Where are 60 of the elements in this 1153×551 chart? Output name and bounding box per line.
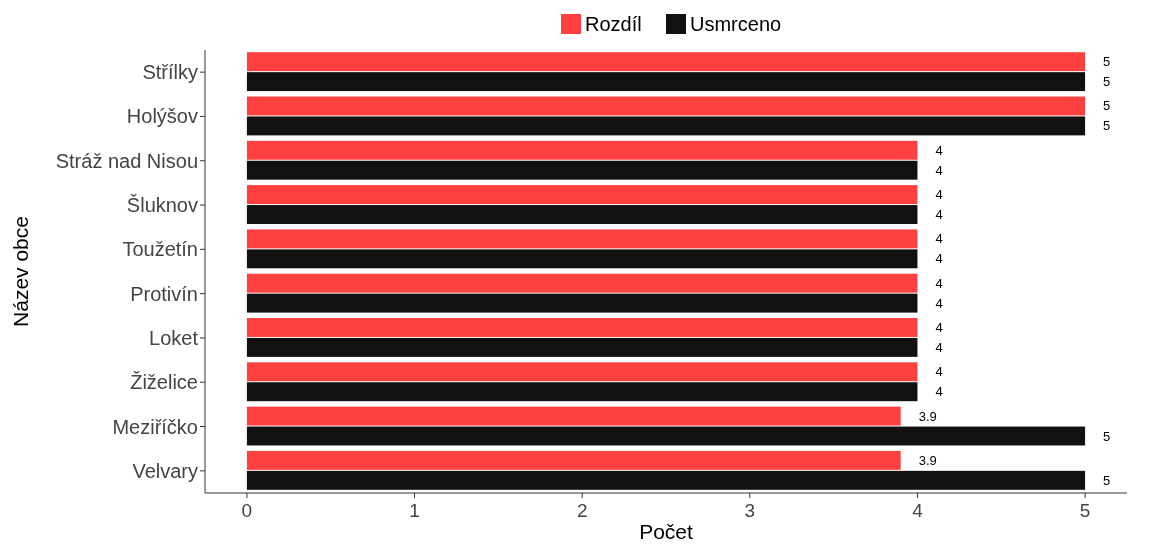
data-label: 4 [935,142,943,158]
y-tick-label: Meziříčko [112,415,198,438]
data-label: 4 [935,319,943,335]
y-axis-title: Název obce [9,216,32,327]
data-label: 5 [1103,98,1111,114]
data-label: 4 [935,364,943,380]
x-tick-label: 4 [912,500,924,521]
y-tick-label: Loket [149,326,199,349]
data-label: 3.9 [918,452,937,468]
bar [246,362,918,382]
bar [246,450,901,470]
bar [246,382,918,402]
bar [246,185,918,205]
data-label: 5 [1103,54,1111,70]
y-tick-label: Šluknov [126,194,198,217]
x-tick-label: 2 [576,500,588,521]
y-tick-label: Toužetín [122,238,198,261]
legend-label: Rozdíl [585,13,642,35]
data-label: 5 [1103,472,1111,488]
x-tick-label: 5 [1079,500,1091,521]
data-label: 5 [1103,118,1111,134]
data-label: 4 [935,251,943,267]
bar [246,72,1086,92]
bar [246,160,918,180]
bar [246,249,918,269]
data-label: 4 [935,207,943,223]
y-tick-label: Stráž nad Nisou [55,149,198,172]
y-tick-label: Žiželice [130,371,198,394]
y-tick-label: Holýšov [126,105,198,128]
x-tick-label: 3 [744,500,756,521]
data-label: 3.9 [918,408,937,424]
bar [246,273,918,293]
x-tick-label: 1 [409,500,420,521]
data-label: 4 [935,231,943,247]
y-tick-label: Velvary [132,459,198,482]
y-tick-label: Střílky [142,61,198,84]
data-label: 4 [935,295,943,311]
bar [246,96,1086,116]
data-label: 4 [935,187,943,203]
data-label: 4 [935,162,943,178]
data-label: 4 [935,275,943,291]
y-tick-label: Protivín [130,282,198,305]
bar [246,293,918,313]
legend-label: Usmrceno [690,13,782,35]
bar [246,229,918,249]
data-label: 4 [935,339,943,355]
x-tick-label: 0 [241,500,253,521]
x-axis-title: Počet [639,520,694,543]
bar [246,52,1086,72]
bar [246,318,918,337]
data-label: 4 [935,384,943,400]
bar [246,470,1086,490]
bar [246,406,901,426]
data-label: 5 [1103,74,1111,90]
bar [246,116,1086,136]
bar [246,205,918,224]
bar [246,140,918,160]
bar [246,337,918,357]
bar [246,426,1086,446]
data-label: 5 [1103,428,1111,444]
